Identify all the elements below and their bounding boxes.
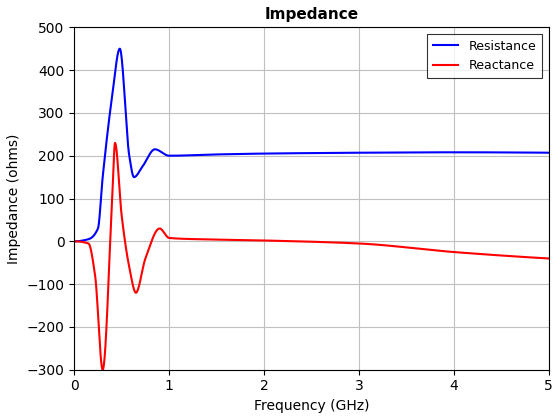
Resistance: [425, 150, 432, 155]
Reactance: [356, 241, 362, 246]
Legend: Resistance, Reactance: Resistance, Reactance: [427, 34, 543, 78]
Title: Impedance: Impedance: [264, 7, 358, 22]
X-axis label: Frequency (GHz): Frequency (GHz): [254, 399, 369, 413]
Line: Reactance: Reactance: [74, 143, 549, 370]
Reactance: [461, 250, 468, 255]
Reactance: [157, 226, 164, 231]
Resistance: [157, 149, 164, 154]
Reactance: [111, 140, 118, 145]
Resistance: [545, 150, 552, 155]
Resistance: [380, 150, 386, 155]
Resistance: [461, 150, 468, 155]
Reactance: [253, 238, 259, 243]
Resistance: [356, 150, 362, 155]
Resistance: [71, 239, 78, 244]
Reactance: [425, 247, 432, 252]
Resistance: [116, 46, 123, 51]
Reactance: [380, 243, 386, 248]
Reactance: [545, 256, 552, 261]
Resistance: [252, 151, 259, 156]
Reactance: [99, 367, 106, 372]
Reactance: [71, 239, 78, 244]
Line: Resistance: Resistance: [74, 49, 549, 241]
Y-axis label: Impedance (ohms): Impedance (ohms): [7, 133, 21, 264]
